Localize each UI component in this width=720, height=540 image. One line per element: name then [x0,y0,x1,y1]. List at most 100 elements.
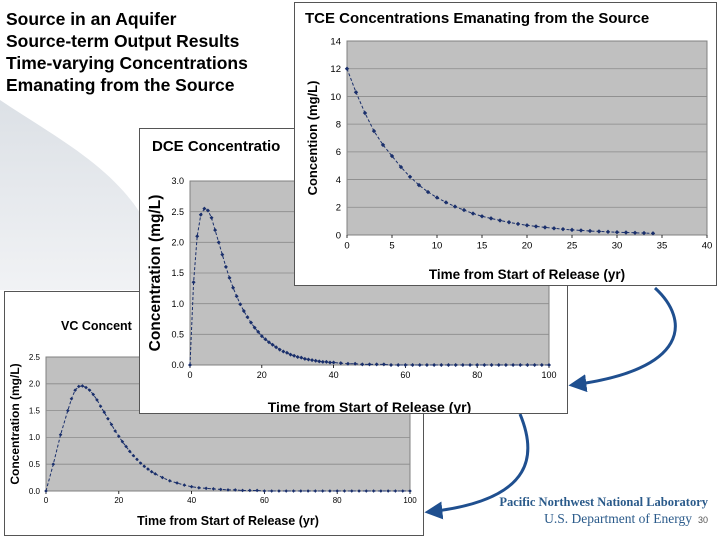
dce-data-point [198,212,203,217]
tce-data-point [632,230,638,235]
slide-title-line-3: Time-varying Concentrations [6,53,248,73]
vc-x-tick-label: 100 [403,496,417,505]
vc-data-point [109,422,114,427]
vc-chart-title: VC Concent [61,319,133,333]
dce-data-point [446,363,451,367]
dce-data-point [216,240,221,245]
dce-data-point [188,363,192,367]
dce-data-point [317,359,322,364]
vc-data-point [84,385,88,390]
vc-data-point [135,457,139,462]
dce-data-point [453,363,458,367]
dce-data-point [320,359,325,364]
vc-data-point [175,481,179,485]
dce-chart-title: DCE Concentratio [152,138,280,155]
background-swoosh [0,100,161,330]
vc-data-point [371,489,376,493]
vc-data-point [58,432,63,437]
tce-data-point [362,110,368,116]
vc-data-point [160,475,165,480]
vc-data-point [364,489,369,493]
dce-data-point [299,355,304,360]
dce-data-point [249,320,254,325]
dce-data-point [274,345,279,350]
tce-data-point [461,207,467,213]
vc-x-tick-label: 80 [333,496,342,505]
tce-data-point [470,211,476,216]
vc-data-point [127,449,132,454]
page-number: 30 [697,515,708,525]
dce-x-tick-label: 40 [329,370,339,380]
vc-data-point [51,462,56,466]
vc-data-point [393,489,398,493]
vc-data-point [142,464,147,469]
dce-data-point [367,362,372,367]
vc-x-axis-label: Time from Start of Release (yr) [137,514,319,528]
dce-data-point [324,359,329,364]
dce-data-point [313,358,318,363]
tce-data-point [542,225,548,230]
tce-data-point [353,90,359,95]
tce-data-point [560,226,566,232]
tce-y-tick-label: 4 [336,175,341,186]
vc-data-point [80,384,85,388]
dce-data-point [331,360,336,365]
vc-data-point [240,488,245,493]
vc-data-point [349,489,354,493]
dce-x-tick-label: 60 [400,370,410,380]
dce-data-point [195,234,200,239]
tce-data-point [425,189,431,195]
dce-data-point [410,363,415,367]
dce-data-point [277,347,282,352]
dce-data-point [503,363,508,367]
vc-x-tick-label: 0 [44,496,49,505]
slide-title: Source in an Aquifer Source-term Output … [6,8,286,96]
tce-data-point [452,204,458,209]
dce-data-point [213,228,218,233]
vc-data-point [262,489,267,493]
dce-y-tick-label: 1.0 [171,299,184,309]
dce-data-point [292,353,297,358]
dce-data-point [263,337,268,342]
dce-data-point [238,302,243,307]
tce-x-tick-label: 15 [477,241,488,252]
vc-data-point [113,429,117,433]
tce-y-tick-label: 8 [336,119,341,130]
dce-data-point [518,363,523,367]
dce-data-point [252,325,257,330]
vc-data-point [306,489,310,493]
vc-data-point [255,488,259,493]
tce-y-tick-label: 12 [330,64,341,75]
tce-plot-area [346,40,708,236]
dce-data-point [202,206,207,211]
vc-data-point [299,489,303,493]
dce-x-axis-label: Time from Start of Release (yr) [268,399,472,413]
dce-x-tick-label: 100 [541,370,556,380]
dce-data-point [295,355,300,360]
slide-title-line-1: Source in an Aquifer [6,9,177,29]
dce-data-point [270,342,275,347]
dce-data-point [231,285,236,290]
vc-x-tick-label: 40 [187,496,196,505]
dce-data-point [432,363,437,367]
dce-y-tick-label: 0.5 [171,329,184,339]
vc-y-tick-label: 1.5 [29,406,41,415]
tce-data-point [434,195,440,200]
dce-data-point [424,363,429,367]
dce-x-tick-label: 0 [187,370,192,380]
tce-data-point [398,164,404,170]
tce-y-tick-label: 0 [336,230,341,241]
tce-x-tick-label: 25 [567,241,578,252]
vc-data-point [44,489,48,493]
tce-data-point [587,228,593,234]
dce-y-tick-label: 1.5 [171,268,184,278]
dce-data-point [241,309,246,314]
tce-data-point [497,218,503,223]
tce-data-point [416,182,422,188]
tce-data-point [605,229,611,235]
dce-data-point [525,363,530,367]
vc-data-point [153,472,157,476]
dce-data-point [227,275,232,280]
vc-data-point [73,388,77,393]
vc-data-point [197,485,201,490]
